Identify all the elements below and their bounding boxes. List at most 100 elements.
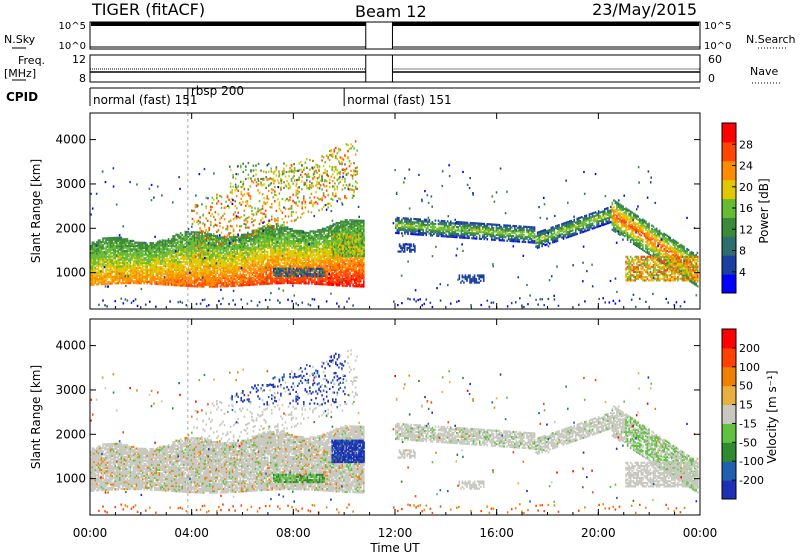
range-cell <box>273 241 275 245</box>
range-cell <box>245 277 248 280</box>
range-cell <box>297 229 299 232</box>
range-cell <box>103 257 106 260</box>
range-cell <box>126 276 129 280</box>
range-cell <box>129 248 132 251</box>
range-cell <box>350 266 353 269</box>
range-cell <box>309 230 312 233</box>
range-cell <box>268 258 271 262</box>
range-cell <box>128 265 130 268</box>
range-cell <box>120 241 123 244</box>
range-cell <box>143 258 145 261</box>
range-cell <box>154 245 156 248</box>
range-cell <box>118 266 121 270</box>
range-cell <box>245 273 248 277</box>
range-cell <box>207 261 210 265</box>
range-cell <box>144 248 147 251</box>
range-cell <box>289 239 292 243</box>
range-cell <box>91 270 94 273</box>
range-cell <box>125 261 127 264</box>
range-cell <box>138 248 141 251</box>
range-cell <box>90 260 92 263</box>
range-cell <box>340 220 342 223</box>
range-cell <box>108 272 110 275</box>
range-cell <box>112 246 115 250</box>
range-cell <box>176 245 179 248</box>
range-cell <box>94 258 97 261</box>
range-cell <box>321 244 324 247</box>
range-cell <box>138 251 141 254</box>
range-cell <box>184 266 187 269</box>
range-cell <box>111 280 113 283</box>
range-cell <box>135 268 138 271</box>
range-cell <box>315 230 318 233</box>
range-cell <box>257 273 260 276</box>
nsearch-tick-bottom: 10^0 <box>704 41 731 52</box>
range-cell <box>112 253 115 256</box>
range-cell <box>144 262 147 265</box>
range-cell <box>247 277 249 280</box>
range-cell <box>102 277 104 281</box>
range-cell <box>135 253 138 256</box>
range-cell <box>115 275 118 278</box>
range-cell <box>132 281 135 285</box>
range-cell <box>93 261 95 264</box>
range-cell <box>108 260 110 263</box>
range-cell <box>256 279 258 283</box>
range-cell <box>108 237 110 240</box>
range-cell <box>144 245 147 248</box>
range-cell <box>109 252 112 255</box>
range-cell <box>347 259 350 262</box>
range-cell <box>137 246 139 249</box>
range-cell <box>120 250 123 253</box>
range-cell <box>277 280 280 283</box>
range-cell <box>353 285 356 288</box>
range-cell <box>120 258 123 261</box>
range-cell <box>125 246 127 249</box>
range-cell <box>321 227 324 230</box>
range-cell <box>90 255 92 258</box>
range-cell <box>141 277 144 280</box>
range-cell <box>117 278 120 281</box>
range-cell <box>134 246 136 249</box>
range-cell <box>123 276 126 280</box>
nsearch-label: N.Search <box>746 33 796 46</box>
range-cell <box>129 239 132 243</box>
range-cell <box>244 255 246 258</box>
range-cell <box>337 221 339 225</box>
range-cell <box>152 267 155 270</box>
range-cell <box>350 219 353 222</box>
range-cell <box>172 235 174 238</box>
range-cell <box>96 249 98 252</box>
range-cell <box>115 263 118 266</box>
range-cell <box>152 270 155 274</box>
range-cell <box>334 280 336 283</box>
range-cell <box>129 243 132 246</box>
range-cell <box>97 244 100 247</box>
range-cell <box>146 282 149 285</box>
range-cell <box>158 266 161 269</box>
range-cell <box>105 238 107 242</box>
range-cell <box>247 243 249 246</box>
range-cell <box>285 226 287 229</box>
range-cell <box>359 283 362 286</box>
range-cell <box>93 280 95 283</box>
range-cell <box>251 276 254 280</box>
range-cell <box>269 243 272 246</box>
range-cell <box>298 229 301 233</box>
range-cell <box>166 263 168 266</box>
range-cell <box>184 261 187 264</box>
range-cell <box>144 277 147 280</box>
range-cell <box>135 256 138 259</box>
range-cell <box>125 260 127 263</box>
range-cell <box>152 277 155 280</box>
range-cell <box>128 243 130 246</box>
range-cell <box>102 247 104 250</box>
range-cell <box>154 262 156 265</box>
range-cell <box>100 240 103 244</box>
range-cell <box>306 235 309 238</box>
range-cell <box>147 275 150 278</box>
range-cell <box>102 244 104 247</box>
range-cell <box>152 274 155 277</box>
range-cell <box>96 241 98 244</box>
